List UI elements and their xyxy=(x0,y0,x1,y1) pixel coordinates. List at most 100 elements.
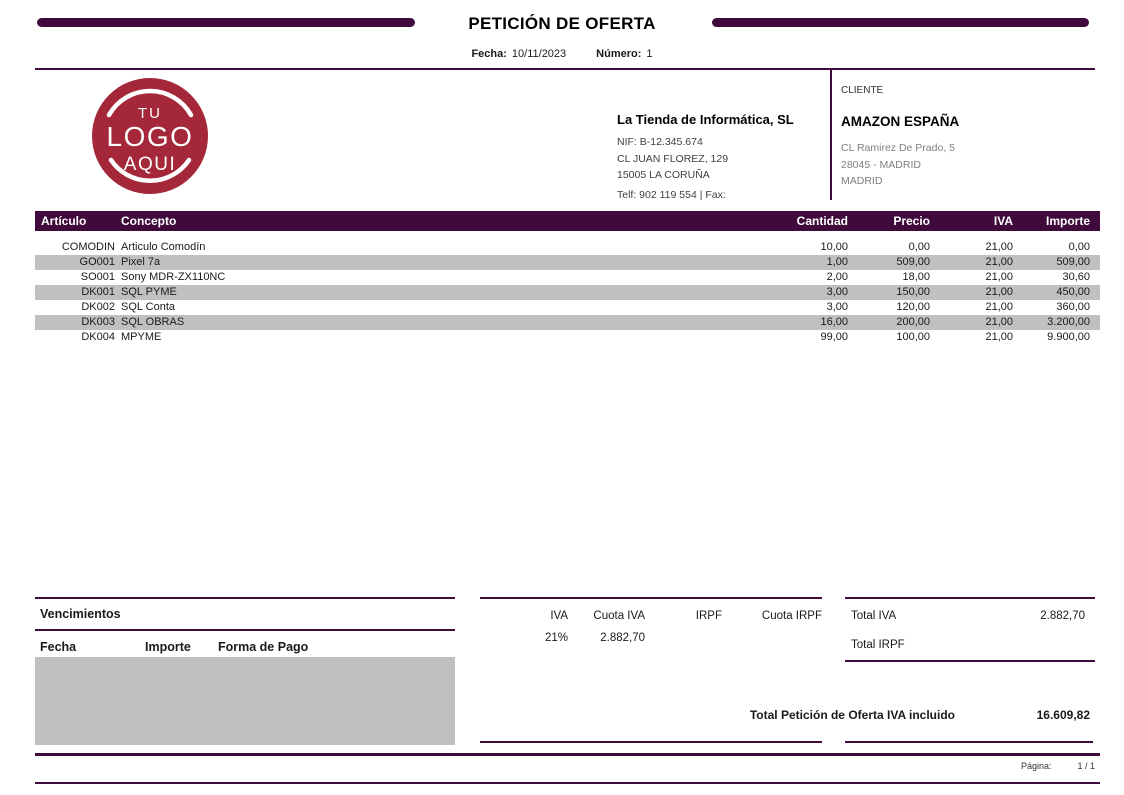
cell-cantidad: 10,00 xyxy=(820,241,848,253)
cell-importe: 0,00 xyxy=(1068,241,1090,253)
items-table: Artículo Concepto Cantidad Precio IVA Im… xyxy=(35,211,1100,345)
client-name: AMAZON ESPAÑA xyxy=(841,114,960,129)
vencimientos-title: Vencimientos xyxy=(40,607,121,621)
footer-top-rule xyxy=(35,753,1100,756)
grand-total-right-rule xyxy=(845,741,1093,743)
fecha-label: Fecha: xyxy=(471,48,507,60)
pagina-value: 1 / 1 xyxy=(1077,761,1095,771)
tax-summary-headers: IVA Cuota IVA IRPF Cuota IRPF xyxy=(480,610,822,622)
col-header-cantidad: Cantidad xyxy=(796,214,848,228)
logo-text-logo: LOGO xyxy=(107,121,194,152)
cell-cantidad: 3,00 xyxy=(826,301,848,313)
vencimientos-col-importe: Importe xyxy=(145,640,191,654)
logo-stamp-icon: TU LOGO AQUI xyxy=(92,78,208,194)
col-header-iva: IVA xyxy=(993,214,1013,228)
cell-cantidad: 2,00 xyxy=(826,271,848,283)
col-header-precio: Precio xyxy=(893,214,930,228)
total-iva-value: 2.882,70 xyxy=(1040,610,1085,622)
company-phone: Telf: 902 119 554 | Fax: xyxy=(617,189,726,201)
items-table-body: COMODIN Articulo Comodín 10,00 0,00 21,0… xyxy=(35,240,1100,345)
tax-value-cuota-irpf xyxy=(722,632,822,644)
client-province: MADRID xyxy=(841,175,883,187)
cell-cantidad: 16,00 xyxy=(820,316,848,328)
tax-header-iva: IVA xyxy=(550,610,568,622)
cell-cantidad: 99,00 xyxy=(820,331,848,343)
cell-articulo: DK002 xyxy=(81,301,115,313)
client-section-label: CLIENTE xyxy=(841,85,884,96)
cell-importe: 509,00 xyxy=(1056,256,1090,268)
cell-concepto: SQL Conta xyxy=(121,301,176,313)
cell-concepto: Pixel 7a xyxy=(121,256,161,268)
cell-importe: 9.900,00 xyxy=(1047,331,1090,343)
client-address: CL Ramirez De Prado, 5 xyxy=(841,142,955,154)
cell-importe: 450,00 xyxy=(1056,286,1090,298)
tax-summary-bottom-rule xyxy=(480,741,822,743)
header-divider xyxy=(35,68,1095,70)
tax-summary-top-rule xyxy=(480,597,822,599)
cell-articulo: GO001 xyxy=(79,256,115,268)
cell-importe: 360,00 xyxy=(1056,301,1090,313)
table-row: DK004 MPYME 99,00 100,00 21,00 9.900,00 xyxy=(35,330,1100,345)
cell-precio: 509,00 xyxy=(896,256,930,268)
total-iva-label: Total IVA xyxy=(851,610,897,622)
tax-value-iva: 21% xyxy=(544,632,568,644)
cell-iva: 21,00 xyxy=(985,301,1013,313)
tax-value-irpf xyxy=(645,632,722,644)
grand-total-value: 16.609,82 xyxy=(1036,708,1090,722)
tax-value-cuota-iva: 2.882,70 xyxy=(600,632,645,644)
pagina-label: Página: xyxy=(1020,761,1052,771)
total-iva-row: Total IVA 2.882,70 xyxy=(845,610,1095,622)
total-irpf-label: Total IRPF xyxy=(851,639,905,651)
cell-precio: 0,00 xyxy=(908,241,930,253)
cell-articulo: DK003 xyxy=(81,316,115,328)
tax-header-cuota-irpf: Cuota IRPF xyxy=(761,610,822,622)
vencimientos-top-rule xyxy=(35,597,455,599)
client-info: CLIENTE AMAZON ESPAÑA CL Ramirez De Prad… xyxy=(841,85,1091,192)
client-box-divider xyxy=(830,69,832,200)
tax-header-cuota-iva: Cuota IVA xyxy=(593,610,645,622)
cell-precio: 150,00 xyxy=(896,286,930,298)
totals-top-rule xyxy=(845,597,1095,599)
company-nif: NIF: B-12.345.674 xyxy=(617,136,703,148)
cell-importe: 3.200,00 xyxy=(1047,316,1090,328)
cell-iva: 21,00 xyxy=(985,241,1013,253)
company-logo: TU LOGO AQUI xyxy=(90,76,210,196)
table-row: GO001 Pixel 7a 1,00 509,00 21,00 509,00 xyxy=(35,255,1100,270)
header-decorative-bar-left xyxy=(37,18,415,27)
cell-articulo: DK004 xyxy=(81,331,115,343)
cell-precio: 120,00 xyxy=(896,301,930,313)
cell-iva: 21,00 xyxy=(985,271,1013,283)
logo-text-aqui: AQUI xyxy=(124,154,176,175)
items-table-header: Artículo Concepto Cantidad Precio IVA Im… xyxy=(35,211,1100,231)
fecha-value: 10/11/2023 xyxy=(511,48,567,60)
vencimientos-col-forma-de-pago: Forma de Pago xyxy=(218,640,309,654)
cell-concepto: Articulo Comodín xyxy=(121,241,206,253)
table-row: DK002 SQL Conta 3,00 120,00 21,00 360,00 xyxy=(35,300,1100,315)
page-indicator: Página: 1 / 1 xyxy=(1021,761,1095,771)
vencimientos-col-fecha: Fecha xyxy=(40,640,77,654)
cell-cantidad: 1,00 xyxy=(826,256,848,268)
col-header-articulo: Artículo xyxy=(41,214,87,228)
grand-total-label: Total Petición de Oferta IVA incluido xyxy=(749,708,955,722)
table-row: DK003 SQL OBRAS 16,00 200,00 21,00 3.200… xyxy=(35,315,1100,330)
cell-importe: 30,60 xyxy=(1062,271,1090,283)
cell-concepto: MPYME xyxy=(121,331,162,343)
total-irpf-row: Total IRPF xyxy=(845,639,1095,651)
cell-concepto: SQL OBRAS xyxy=(121,316,185,328)
table-row: DK001 SQL PYME 3,00 150,00 21,00 450,00 xyxy=(35,285,1100,300)
table-row: COMODIN Articulo Comodín 10,00 0,00 21,0… xyxy=(35,240,1100,255)
tax-summary-values: 21% 2.882,70 xyxy=(480,632,822,644)
cell-iva: 21,00 xyxy=(985,316,1013,328)
logo-text-tu: TU xyxy=(138,105,162,122)
cell-concepto: SQL PYME xyxy=(121,286,177,298)
cell-cantidad: 3,00 xyxy=(826,286,848,298)
col-header-importe: Importe xyxy=(1045,214,1090,228)
vencimientos-title-rule xyxy=(35,629,455,631)
page-title: PETICIÓN DE OFERTA xyxy=(468,14,656,33)
footer-bottom-rule xyxy=(35,782,1100,784)
company-address: CL JUAN FLOREZ, 129 xyxy=(617,152,729,165)
totals-mid-rule xyxy=(845,660,1095,662)
cell-articulo: SO001 xyxy=(80,271,115,283)
cell-articulo: DK001 xyxy=(81,286,115,298)
cell-iva: 21,00 xyxy=(985,331,1013,343)
